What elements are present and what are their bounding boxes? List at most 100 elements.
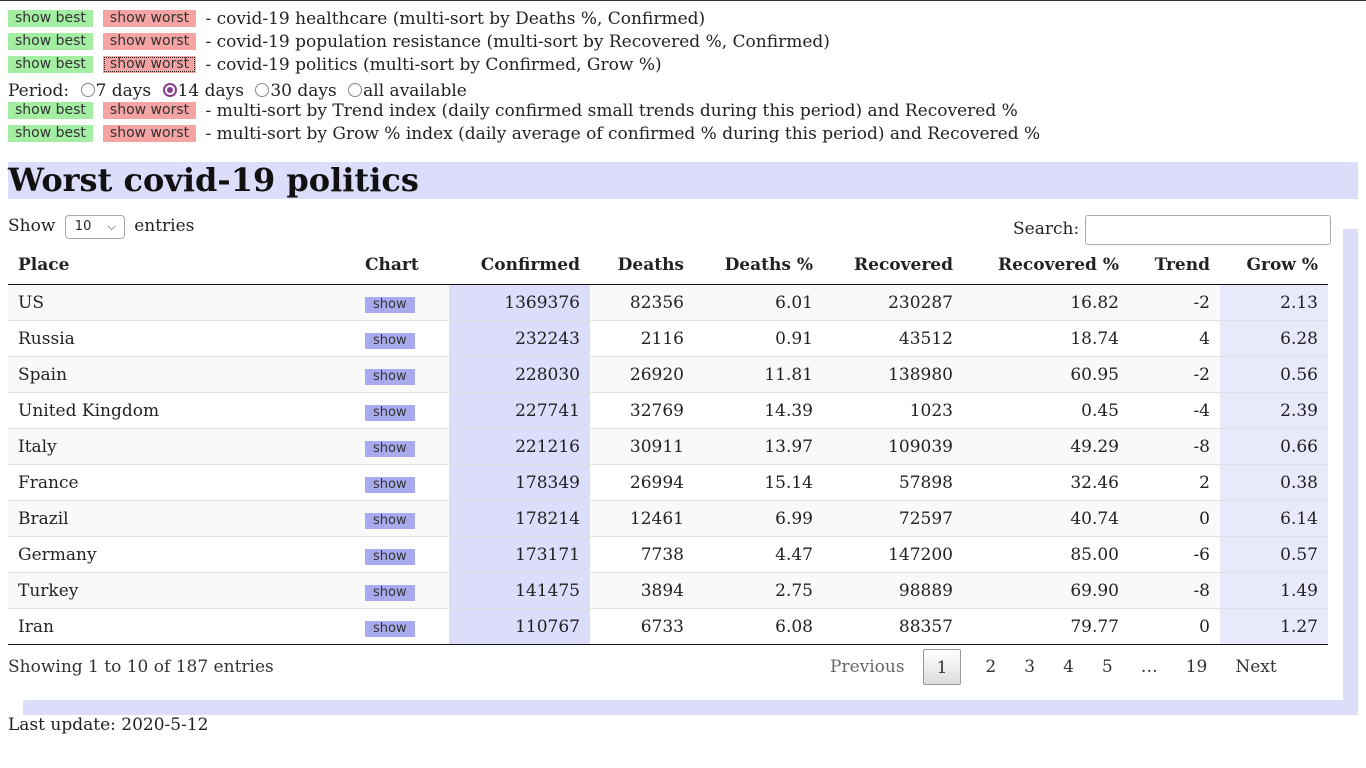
trend-show-worst-button[interactable]: show worst bbox=[102, 102, 197, 119]
show-chart-button[interactable]: show bbox=[365, 404, 415, 421]
entries-select[interactable]: 10 ⌵ bbox=[64, 214, 125, 239]
cell-recovered: 88357 bbox=[823, 608, 963, 645]
cell-recovered-percent: 79.77 bbox=[963, 608, 1129, 645]
period-option-label: 7 days bbox=[95, 81, 152, 101]
cell-deaths-percent: 6.99 bbox=[694, 500, 823, 537]
cell-chart: show bbox=[355, 392, 449, 429]
resistance-show-worst-button[interactable]: show worst bbox=[102, 33, 197, 50]
cell-chart: show bbox=[355, 428, 449, 465]
show-chart-button[interactable]: show bbox=[365, 620, 415, 637]
politics-show-best-button[interactable]: show best bbox=[8, 56, 93, 73]
column-header-deaths[interactable]: Deaths bbox=[590, 246, 694, 285]
show-chart-button[interactable]: show bbox=[365, 296, 415, 313]
pagination-next[interactable]: Next bbox=[1235, 657, 1277, 677]
show-chart-button[interactable]: show bbox=[365, 476, 415, 493]
cell-recovered-percent: 32.46 bbox=[963, 464, 1129, 501]
cell-place: Russia bbox=[8, 320, 355, 357]
column-header-recovered[interactable]: Recovered bbox=[823, 246, 963, 285]
cell-recovered-percent: 60.95 bbox=[963, 356, 1129, 393]
radio-7-days[interactable] bbox=[80, 83, 95, 97]
pagination-page-3[interactable]: 3 bbox=[1024, 657, 1036, 677]
cell-confirmed: 232243 bbox=[449, 320, 590, 357]
show-chart-button[interactable]: show bbox=[365, 368, 415, 385]
cell-recovered: 98889 bbox=[823, 572, 963, 609]
cell-deaths-percent: 6.01 bbox=[694, 284, 823, 321]
entries-select-value: 10 bbox=[74, 218, 92, 234]
pagination-page-4[interactable]: 4 bbox=[1063, 657, 1074, 677]
column-header-grow-percent[interactable]: Grow % bbox=[1220, 246, 1328, 285]
period-option-14-days[interactable]: 14 days bbox=[162, 81, 244, 101]
pagination-page-1[interactable]: 1 bbox=[922, 649, 962, 685]
resistance-description: - covid-19 population resistance (multi-… bbox=[205, 31, 830, 52]
pagination: Previous 1 2 3 4 5 … 19 Next bbox=[816, 649, 1291, 685]
column-header-place[interactable]: Place bbox=[8, 246, 355, 285]
column-header-chart: Chart bbox=[355, 246, 449, 285]
cell-chart: show bbox=[355, 320, 449, 357]
cell-chart: show bbox=[355, 464, 449, 501]
cell-confirmed: 110767 bbox=[449, 608, 590, 645]
decorative-bottom-band bbox=[23, 700, 1358, 715]
cell-confirmed: 221216 bbox=[449, 428, 590, 465]
cell-deaths: 2116 bbox=[590, 320, 694, 357]
grow-show-worst-button[interactable]: show worst bbox=[102, 125, 197, 142]
pagination-previous[interactable]: Previous bbox=[830, 657, 905, 677]
show-chart-button[interactable]: show bbox=[365, 584, 415, 601]
table-row: Russia show 232243 2116 0.91 43512 18.74 4 6.28 bbox=[8, 320, 1328, 357]
cell-grow-percent: 1.49 bbox=[1220, 572, 1328, 609]
cell-deaths-percent: 2.75 bbox=[694, 572, 823, 609]
entries-prefix: Show bbox=[8, 216, 56, 236]
cell-grow-percent: 0.57 bbox=[1220, 536, 1328, 573]
healthcare-show-best-button[interactable]: show best bbox=[8, 10, 93, 27]
resistance-show-best-button[interactable]: show best bbox=[8, 33, 93, 50]
chevron-down-icon: ⌵ bbox=[107, 219, 116, 233]
cell-grow-percent: 6.28 bbox=[1220, 320, 1328, 357]
search-label: Search: bbox=[1013, 219, 1080, 239]
cell-chart: show bbox=[355, 536, 449, 573]
cell-recovered: 230287 bbox=[823, 284, 963, 321]
cell-confirmed: 141475 bbox=[449, 572, 590, 609]
period-option-30-days[interactable]: 30 days bbox=[255, 81, 337, 101]
radio-all-available[interactable] bbox=[348, 83, 363, 97]
cell-grow-percent: 0.38 bbox=[1220, 464, 1328, 501]
show-chart-button[interactable]: show bbox=[365, 332, 415, 349]
last-update: Last update: 2020-5-12 bbox=[8, 715, 209, 735]
radio-30-days[interactable] bbox=[255, 83, 270, 97]
show-chart-button[interactable]: show bbox=[365, 440, 415, 457]
pagination-page-5[interactable]: 5 bbox=[1101, 657, 1113, 677]
cell-deaths: 26994 bbox=[590, 464, 694, 501]
show-chart-button[interactable]: show bbox=[365, 512, 415, 529]
healthcare-show-worst-button[interactable]: show worst bbox=[102, 10, 197, 27]
cell-recovered: 43512 bbox=[823, 320, 963, 357]
period-selector: Period: 7 days 14 days 30 days all avail… bbox=[8, 80, 467, 102]
pagination-page-19[interactable]: 19 bbox=[1185, 657, 1208, 677]
table-row: Brazil show 178214 12461 6.99 72597 40.74 0 6.14 bbox=[8, 500, 1328, 537]
entries-length-control: Show 10 ⌵ entries bbox=[8, 214, 194, 239]
cell-grow-percent: 2.13 bbox=[1220, 284, 1328, 321]
search-input[interactable] bbox=[1085, 214, 1332, 245]
pagination-page-2[interactable]: 2 bbox=[985, 657, 997, 677]
period-option-7-days[interactable]: 7 days bbox=[80, 81, 152, 101]
cell-confirmed: 1369376 bbox=[449, 284, 590, 321]
column-header-deaths-percent[interactable]: Deaths % bbox=[694, 246, 823, 285]
healthcare-control-row: show best show worst - covid-19 healthcar… bbox=[8, 8, 705, 29]
column-header-trend[interactable]: Trend bbox=[1129, 246, 1220, 285]
cell-deaths: 82356 bbox=[590, 284, 694, 321]
trend-index-control-row: show best show worst - multi-sort by Tren… bbox=[8, 100, 1018, 121]
radio-14-days[interactable] bbox=[162, 83, 177, 97]
cell-recovered-percent: 16.82 bbox=[963, 284, 1129, 321]
cell-recovered: 57898 bbox=[823, 464, 963, 501]
cell-trend: -2 bbox=[1129, 356, 1220, 393]
table-header-row: Place Chart Confirmed Deaths Deaths % Re… bbox=[8, 246, 1328, 285]
cell-trend: 0 bbox=[1129, 500, 1220, 537]
period-option-label: 14 days bbox=[177, 81, 244, 101]
cell-deaths: 12461 bbox=[590, 500, 694, 537]
period-option-all-available[interactable]: all available bbox=[348, 81, 467, 101]
column-header-recovered-percent[interactable]: Recovered % bbox=[963, 246, 1129, 285]
column-header-confirmed[interactable]: Confirmed bbox=[449, 246, 590, 285]
period-label: Period: bbox=[8, 81, 70, 101]
grow-show-best-button[interactable]: show best bbox=[8, 125, 93, 142]
show-chart-button[interactable]: show bbox=[365, 548, 415, 565]
cell-trend: -6 bbox=[1129, 536, 1220, 573]
politics-show-worst-button[interactable]: show worst bbox=[102, 56, 197, 73]
trend-show-best-button[interactable]: show best bbox=[8, 102, 93, 119]
